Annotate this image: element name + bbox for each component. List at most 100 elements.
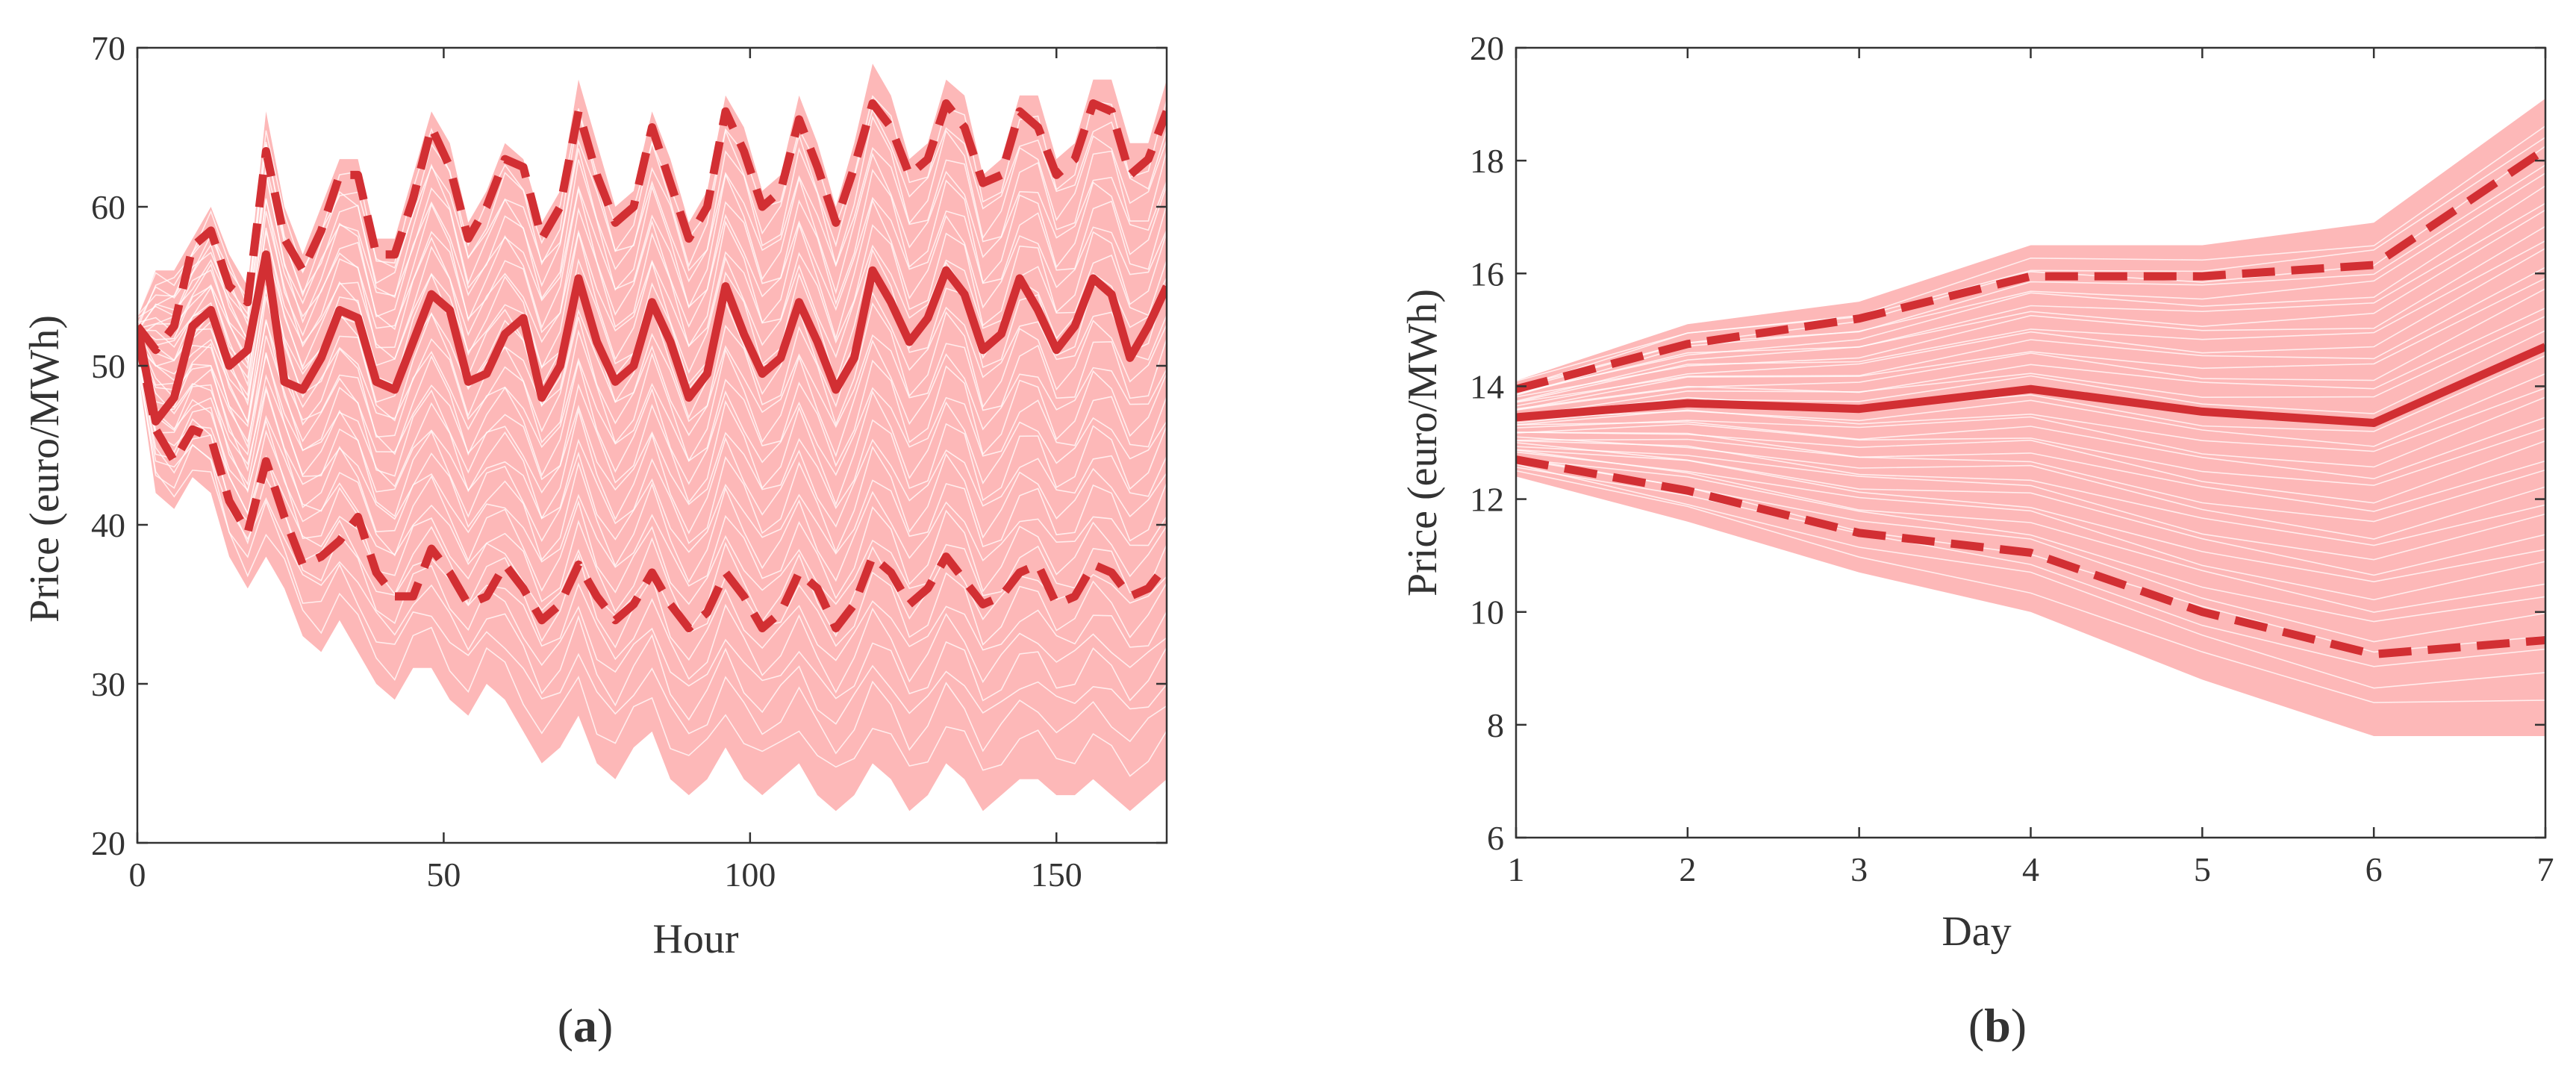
panel-a-simulated-path-1 (137, 363, 1167, 777)
panel-b-simulated-path-10 (1516, 442, 2545, 576)
panel-b-simulated-path-34 (1516, 202, 2545, 395)
panel-b-simulated-path-26 (1516, 307, 2545, 410)
panel-a-simulated-path-8 (137, 354, 1167, 638)
panel-b-simulated-path-1 (1516, 470, 2545, 703)
panel-a-y-axis-label: Price (euro/MWh) (22, 315, 68, 623)
panel-b-simulated-path-30 (1516, 248, 2545, 407)
panel-b-simulated-path-33 (1516, 209, 2545, 402)
panel-b-marks (1516, 99, 2545, 736)
panel-b-x-tick-label: 6 (2366, 850, 2383, 888)
panel-b-x-tick-label: 1 (1508, 850, 1525, 888)
panel-b-series-upper-bound (1516, 146, 2545, 393)
panel-b-simulated-path-19 (1516, 396, 2545, 468)
panel-a-caption: (a) (558, 999, 614, 1052)
panel-a-y-tick-label: 20 (91, 824, 125, 862)
panel-b-simulated-path-18 (1516, 417, 2545, 480)
panel-a-simulated-path-29 (137, 169, 1167, 342)
panel-a-series-lower-bound (137, 333, 1167, 632)
panel-a-simulated-path-4 (137, 352, 1167, 702)
panel-a-x-axis-label: Hour (652, 916, 738, 962)
panel-a-simulated-path-34 (137, 95, 1167, 317)
panel-b-simulated-path-3 (1516, 467, 2545, 667)
panel-a-plot-area: 0 50 100 150 20 30 40 50 60 70 (91, 29, 1168, 894)
panel-a-x-tick-label: 50 (426, 856, 461, 894)
panel-b-simulated-path-11 (1516, 446, 2545, 561)
panel-b-simulated-path-25 (1516, 315, 2545, 418)
panel-b-simulated-path-27 (1516, 287, 2545, 411)
panel-b-caption-letter: b (1984, 999, 2011, 1052)
panel-a-simulated-path-14 (137, 351, 1167, 535)
panel-a-y-tick-label: 70 (91, 29, 125, 67)
panel-a-x-tick-label: 100 (724, 856, 776, 894)
panel-b-caption-close: ) (2011, 999, 2027, 1052)
panel-a-simulated-path-32 (137, 115, 1167, 317)
panel-a-simulated-path-11 (137, 354, 1167, 584)
panel-b-x-tick-label: 7 (2537, 850, 2554, 888)
panel-a-x-tick-label: 150 (1031, 856, 1082, 894)
panel-b-series-lower-bound (1516, 455, 2545, 658)
panel-b-simulated-path-8 (1516, 451, 2545, 601)
panel-a-marks (137, 63, 1167, 811)
panel-b-simulated-path-29 (1516, 267, 2545, 403)
panel-b-y-tick-label: 14 (1470, 367, 1504, 405)
panel-b-simulated-path-20 (1516, 387, 2545, 452)
panel-a-simulated-path-19 (137, 289, 1167, 463)
panel-a-simulated-path-20 (137, 285, 1167, 437)
panel-a-simulated-path-3 (137, 367, 1167, 725)
panel-a-simulated-path-16 (137, 319, 1167, 506)
panel-b-simulated-path-35 (1516, 185, 2545, 393)
panel-b-simulated-path-21 (1516, 373, 2545, 447)
panel-a-y-tick-label: 40 (91, 506, 125, 544)
panel-a-simulated-path-27 (137, 198, 1167, 348)
panel-b-simulated-path-7 (1516, 449, 2545, 613)
panel-b-x-tick-label: 5 (2194, 850, 2211, 888)
panel-a-simulated-path-31 (137, 146, 1167, 327)
panel-a-y-tick-label: 60 (91, 188, 125, 226)
panel-b-simulated-path-16 (1516, 431, 2545, 504)
panel-a-simulated-path-5 (137, 354, 1167, 694)
panel-b-simulated-path-2 (1516, 464, 2545, 689)
panel-b-caption-open: ( (1968, 999, 1984, 1052)
panel-b-caption: (b) (1968, 999, 2027, 1052)
panel-b-y-axis-label: Price (euro/MWh) (1400, 289, 1446, 596)
panel-b-simulated-path-40 (1516, 125, 2545, 382)
panel-b-y-tick-label: 12 (1470, 481, 1504, 519)
panel-b-y-tick-label: 6 (1487, 819, 1504, 857)
panel-a-simulated-path-12 (137, 344, 1167, 555)
panel-a-series-mean (137, 250, 1167, 426)
panel-a-axes-box (136, 46, 1168, 844)
panel-b-simulated-path-17 (1516, 423, 2545, 486)
panel-b-simulated-path-28 (1516, 277, 2545, 411)
panel-b-simulated-path-15 (1516, 431, 2545, 512)
panel-b-y-tick-label: 20 (1470, 29, 1504, 67)
panel-a-y-tick-label: 30 (91, 665, 125, 703)
panel-a-simulated-path-30 (137, 152, 1167, 331)
panel-b-simulated-path-14 (1516, 438, 2545, 523)
panel-b-y-tick-label: 16 (1470, 255, 1504, 293)
panel-b-x-tick-label: 4 (2022, 850, 2039, 888)
panel-b-simulated-path-32 (1516, 225, 2545, 398)
panel-a-simulated-path-10 (137, 340, 1167, 600)
panel-b-x-tick-label: 2 (1679, 850, 1696, 888)
panel-a-series-upper-bound (137, 99, 1167, 355)
panel-a-caption-close: ) (597, 999, 613, 1052)
panel-b-series-mean (1516, 343, 2545, 427)
panel-b-simulated-path-12 (1516, 440, 2545, 546)
panel-b-y-tick-label: 8 (1487, 706, 1504, 744)
panel-a-simulated-path-13 (137, 339, 1167, 554)
panel-a-y-tick-label: 50 (91, 347, 125, 385)
panel-a-caption-letter: a (573, 999, 597, 1052)
panel-b-x-axis-label: Day (1942, 909, 2011, 955)
panel-a-simulated-path-18 (137, 296, 1167, 467)
panel-b-y-tick-label: 10 (1470, 593, 1504, 632)
panel-a-x-tick-label: 0 (129, 856, 146, 894)
panel-b-y-tick-label: 18 (1470, 142, 1504, 180)
panel-a-simulated-path-2 (137, 355, 1167, 755)
panel-b-simulated-path-31 (1516, 240, 2545, 403)
panel-a-simulated-path-9 (137, 353, 1167, 605)
panel-a-simulated-path-15 (137, 335, 1167, 510)
panel-a-chart: 0 50 100 150 20 30 40 50 60 70 Hour Price (euro/M… (22, 29, 1168, 1052)
